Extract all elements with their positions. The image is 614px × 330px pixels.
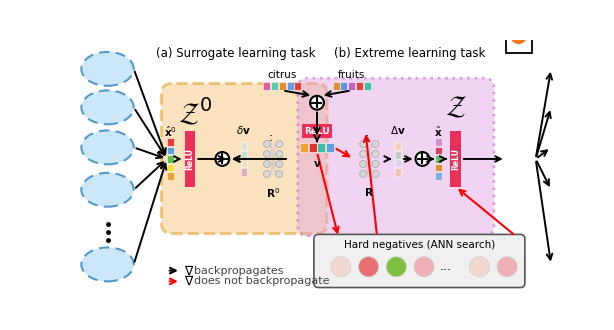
Bar	[317, 143, 325, 152]
Bar	[279, 82, 286, 90]
Bar	[167, 138, 174, 146]
Circle shape	[360, 150, 367, 157]
Circle shape	[372, 150, 379, 157]
Text: (a) Surrogate learning task: (a) Surrogate learning task	[157, 47, 316, 60]
Text: $\nabla$: $\nabla$	[184, 275, 194, 288]
Bar	[450, 131, 461, 187]
Circle shape	[263, 171, 270, 178]
Circle shape	[372, 171, 379, 178]
Bar	[287, 82, 293, 90]
Circle shape	[276, 150, 282, 157]
Bar	[363, 82, 370, 90]
Bar	[395, 143, 400, 150]
Circle shape	[360, 141, 367, 148]
FancyBboxPatch shape	[161, 83, 327, 234]
Bar	[356, 82, 363, 90]
Bar	[435, 172, 442, 180]
Bar	[506, 0, 532, 53]
Ellipse shape	[82, 90, 134, 124]
Bar	[241, 159, 247, 167]
Text: Hard negatives (ANN search): Hard negatives (ANN search)	[344, 240, 495, 250]
FancyBboxPatch shape	[298, 78, 494, 236]
Bar	[326, 143, 333, 152]
Circle shape	[372, 141, 379, 148]
Text: :: :	[365, 131, 369, 144]
Bar	[348, 82, 355, 90]
Bar	[435, 155, 442, 163]
Bar	[167, 172, 174, 180]
Bar	[435, 138, 442, 146]
Circle shape	[276, 141, 282, 148]
Bar	[300, 143, 308, 152]
Ellipse shape	[82, 173, 134, 207]
Circle shape	[216, 152, 229, 166]
Bar	[167, 164, 174, 171]
Bar	[341, 82, 348, 90]
Bar	[395, 168, 400, 176]
Bar	[395, 151, 400, 159]
Bar	[185, 131, 195, 187]
Circle shape	[372, 160, 379, 167]
Text: $\mathcal{Z}$: $\mathcal{Z}$	[445, 94, 467, 121]
Text: does not backpropagate: does not backpropagate	[194, 277, 329, 286]
Text: $\mathcal{Z}^0$: $\mathcal{Z}^0$	[178, 97, 212, 129]
Text: :: :	[269, 131, 273, 144]
Text: $\mathbf{R}$: $\mathbf{R}$	[365, 186, 375, 198]
Bar	[241, 168, 247, 176]
Bar	[309, 143, 317, 152]
Bar	[167, 155, 174, 163]
Bar	[241, 151, 247, 159]
Text: fruits: fruits	[338, 70, 365, 81]
Bar	[241, 143, 247, 150]
Bar	[263, 82, 270, 90]
Text: ReLU: ReLU	[304, 127, 330, 136]
Text: $\mathbf{v}$: $\mathbf{v}$	[313, 159, 321, 169]
Circle shape	[414, 257, 434, 277]
Circle shape	[510, 27, 527, 44]
Text: ReLU: ReLU	[451, 148, 460, 170]
Bar	[294, 82, 301, 90]
Circle shape	[360, 171, 367, 178]
FancyBboxPatch shape	[314, 234, 525, 287]
Circle shape	[470, 257, 489, 277]
Circle shape	[263, 141, 270, 148]
Bar	[435, 164, 442, 171]
Circle shape	[263, 160, 270, 167]
Circle shape	[359, 257, 379, 277]
Circle shape	[497, 257, 517, 277]
Text: ReLU: ReLU	[185, 148, 195, 170]
Circle shape	[510, 2, 527, 19]
Bar	[435, 147, 442, 154]
Bar	[302, 124, 332, 138]
Bar	[395, 159, 400, 167]
Circle shape	[360, 160, 367, 167]
Bar	[167, 147, 174, 154]
Text: (b) Extreme learning task: (b) Extreme learning task	[333, 47, 485, 60]
Ellipse shape	[82, 248, 134, 281]
Text: $\hat{\mathbf{x}}^0$: $\hat{\mathbf{x}}^0$	[164, 124, 177, 139]
Ellipse shape	[82, 130, 134, 164]
Text: $\hat{\mathbf{x}}$: $\hat{\mathbf{x}}$	[434, 124, 443, 139]
Bar	[333, 82, 340, 90]
Text: backpropagates: backpropagates	[194, 266, 283, 276]
Circle shape	[276, 171, 282, 178]
Circle shape	[310, 96, 324, 110]
Text: $\nabla$: $\nabla$	[184, 264, 194, 277]
Text: $\delta\mathbf{v}$: $\delta\mathbf{v}$	[236, 124, 251, 136]
Circle shape	[276, 160, 282, 167]
Circle shape	[331, 257, 351, 277]
Text: citrus: citrus	[268, 70, 297, 81]
Circle shape	[386, 257, 406, 277]
Ellipse shape	[82, 52, 134, 86]
Text: $\Delta\mathbf{v}$: $\Delta\mathbf{v}$	[390, 124, 406, 136]
Circle shape	[416, 152, 429, 166]
Text: ...: ...	[440, 260, 451, 273]
Bar	[271, 82, 278, 90]
Circle shape	[263, 150, 270, 157]
Text: $\mathbf{R}^0$: $\mathbf{R}^0$	[266, 186, 280, 200]
